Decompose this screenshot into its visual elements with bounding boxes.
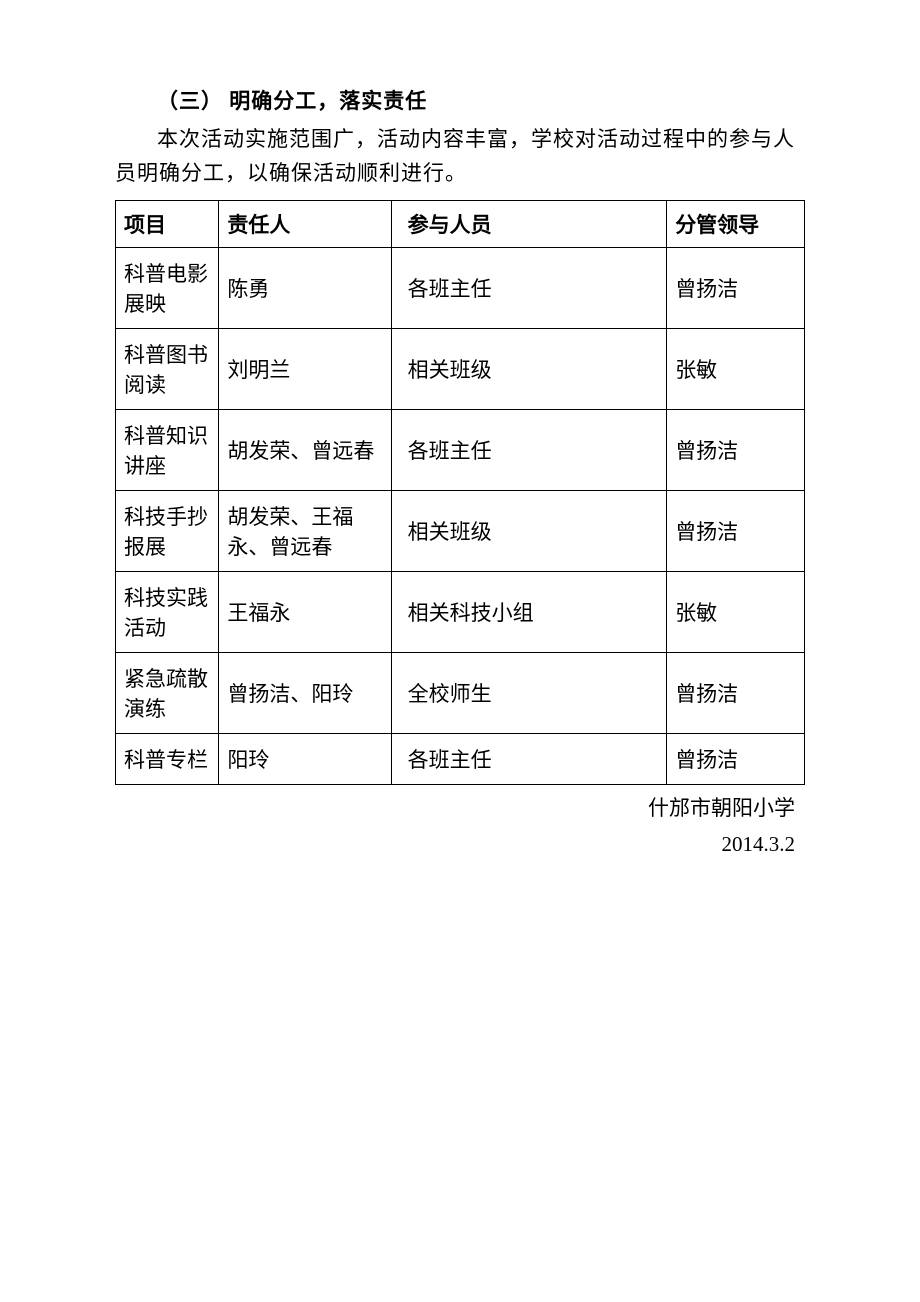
table-header-participants: 参与人员	[391, 201, 667, 248]
table-row: 科普图书阅读 刘明兰 相关班级 张敏	[116, 329, 805, 410]
cell-participants: 各班主任	[391, 410, 667, 491]
cell-responsible: 阳玲	[219, 734, 391, 785]
cell-leader: 张敏	[667, 329, 805, 410]
cell-responsible: 王福永	[219, 572, 391, 653]
table-row: 紧急疏散演练 曾扬洁、阳玲 全校师生 曾扬洁	[116, 653, 805, 734]
footer-date: 2014.3.2	[115, 829, 805, 861]
table-row: 科技手抄报展 胡发荣、王福永、曾远春 相关班级 曾扬洁	[116, 491, 805, 572]
cell-leader: 曾扬洁	[667, 734, 805, 785]
cell-leader: 曾扬洁	[667, 410, 805, 491]
cell-project: 科普知识讲座	[116, 410, 219, 491]
cell-leader: 曾扬洁	[667, 491, 805, 572]
cell-responsible: 胡发荣、王福永、曾远春	[219, 491, 391, 572]
table-header-leader: 分管领导	[667, 201, 805, 248]
responsibility-table: 项目 责任人 参与人员 分管领导 科普电影展映 陈勇 各班主任 曾扬洁 科普图书…	[115, 200, 805, 785]
table-row: 科普专栏 阳玲 各班主任 曾扬洁	[116, 734, 805, 785]
table-row: 科普知识讲座 胡发荣、曾远春 各班主任 曾扬洁	[116, 410, 805, 491]
intro-paragraph: 本次活动实施范围广，活动内容丰富，学校对活动过程中的参与人员明确分工，以确保活动…	[115, 123, 805, 190]
cell-participants: 全校师生	[391, 653, 667, 734]
cell-leader: 张敏	[667, 572, 805, 653]
cell-responsible: 陈勇	[219, 248, 391, 329]
cell-responsible: 刘明兰	[219, 329, 391, 410]
cell-project: 紧急疏散演练	[116, 653, 219, 734]
cell-leader: 曾扬洁	[667, 248, 805, 329]
cell-participants: 各班主任	[391, 248, 667, 329]
cell-project: 科普电影展映	[116, 248, 219, 329]
cell-responsible: 曾扬洁、阳玲	[219, 653, 391, 734]
table-row: 科技实践活动 王福永 相关科技小组 张敏	[116, 572, 805, 653]
table-row: 科普电影展映 陈勇 各班主任 曾扬洁	[116, 248, 805, 329]
cell-project: 科技手抄报展	[116, 491, 219, 572]
cell-participants: 各班主任	[391, 734, 667, 785]
section-title: （三） 明确分工，落实责任	[157, 85, 805, 115]
cell-participants: 相关班级	[391, 329, 667, 410]
cell-leader: 曾扬洁	[667, 653, 805, 734]
footer-school: 什邡市朝阳小学	[115, 793, 805, 825]
cell-project: 科普图书阅读	[116, 329, 219, 410]
cell-responsible: 胡发荣、曾远春	[219, 410, 391, 491]
table-header-row: 项目 责任人 参与人员 分管领导	[116, 201, 805, 248]
cell-project: 科普专栏	[116, 734, 219, 785]
table-header-responsible: 责任人	[219, 201, 391, 248]
cell-participants: 相关科技小组	[391, 572, 667, 653]
table-header-project: 项目	[116, 201, 219, 248]
cell-project: 科技实践活动	[116, 572, 219, 653]
cell-participants: 相关班级	[391, 491, 667, 572]
